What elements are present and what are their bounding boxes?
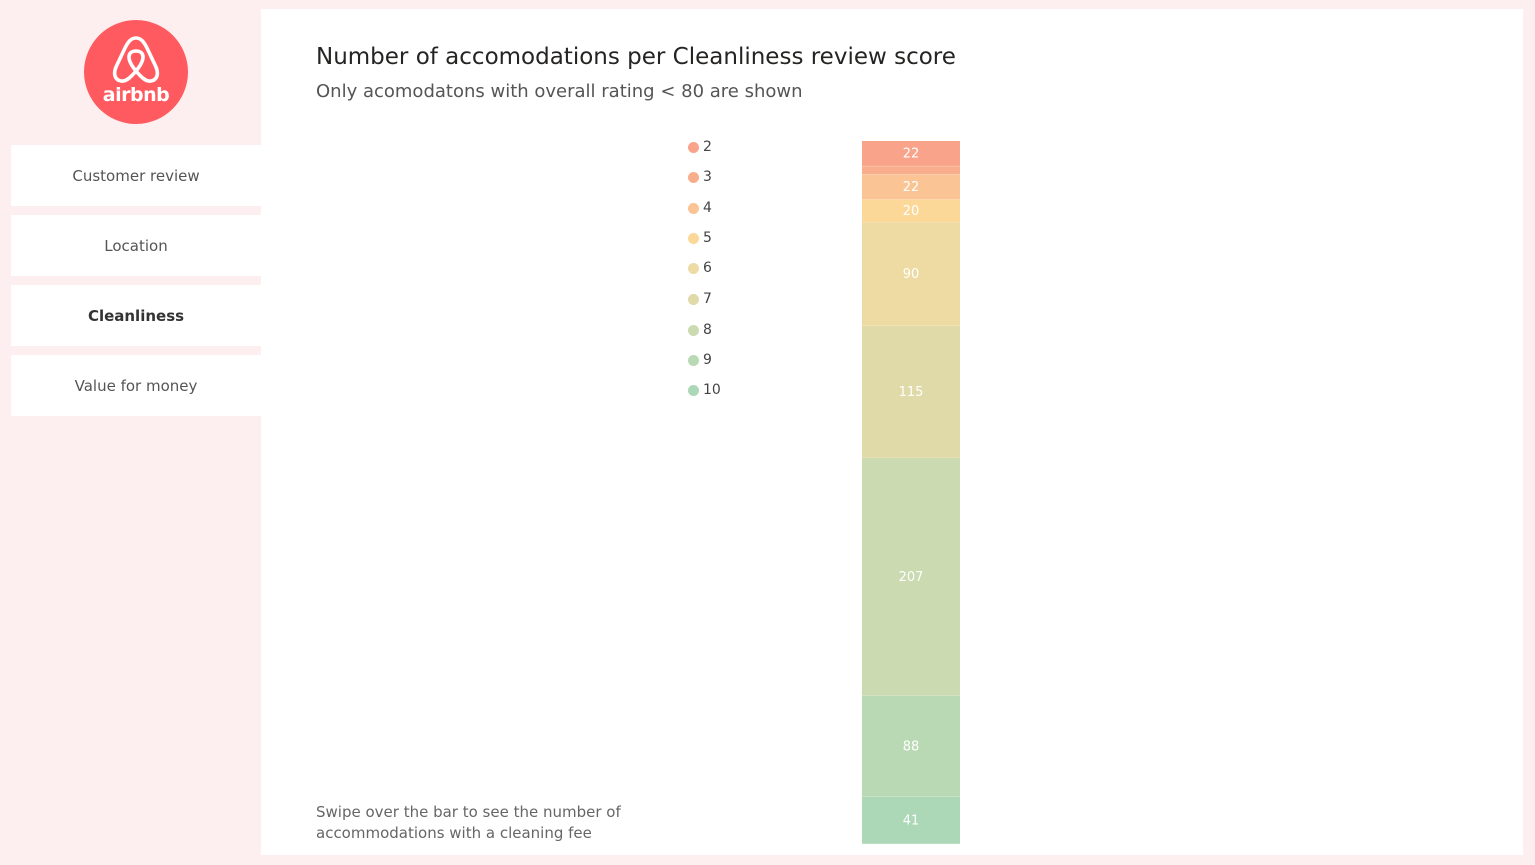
chart-footnote: Swipe over the bar to see the number of …	[316, 803, 621, 842]
legend-item-7[interactable]: 7	[688, 289, 712, 309]
sidebar: airbnb Customer review Location Cleanlin…	[0, 0, 261, 865]
bar-segment-5[interactable]	[862, 199, 960, 223]
legend-dot-5	[688, 232, 699, 244]
report-panel: Number of accomodations per Cleanliness …	[261, 9, 1523, 855]
legend-label-3: 3	[703, 169, 712, 185]
data-label-9: 88	[903, 739, 920, 754]
legend-dot-6	[688, 262, 699, 274]
nav-location[interactable]: Location	[11, 215, 261, 276]
bar-segment-10[interactable]	[862, 796, 960, 844]
airbnb-wordmark: airbnb	[102, 84, 170, 106]
chart-subtitle: Only acomodatons with overall rating < 8…	[316, 81, 803, 102]
nav-customer-review[interactable]: Customer review	[11, 145, 261, 206]
bar-segment-8[interactable]	[862, 458, 960, 696]
legend-dot-7	[688, 293, 699, 305]
data-label-6: 90	[903, 267, 920, 282]
legend-label-2: 2	[703, 139, 712, 155]
legend-dot-9	[688, 354, 699, 366]
data-label-5: 20	[903, 204, 920, 219]
airbnb-belo-icon	[112, 36, 160, 83]
chart-title: Number of accomodations per Cleanliness …	[316, 44, 956, 70]
legend-label-7: 7	[703, 291, 712, 307]
legend-dot-4	[688, 202, 699, 214]
legend-item-9[interactable]: 9	[688, 350, 712, 370]
legend-dot-3	[688, 171, 699, 183]
legend-dot-8	[688, 324, 699, 336]
legend-item-8[interactable]: 8	[688, 320, 712, 340]
bar-segment-3[interactable]	[862, 166, 960, 175]
legend-item-3[interactable]: 3	[688, 167, 712, 187]
nav-cleanliness[interactable]: Cleanliness	[11, 285, 261, 346]
legend-label-4: 4	[703, 200, 712, 216]
legend-item-2[interactable]: 2	[688, 137, 712, 157]
data-label-8: 207	[899, 570, 924, 585]
data-label-7: 115	[899, 385, 924, 400]
legend-label-8: 8	[703, 322, 712, 338]
data-label-10: 41	[903, 813, 920, 828]
legend-label-5: 5	[703, 230, 712, 246]
airbnb-logo: airbnb	[84, 20, 188, 124]
legend-item-4[interactable]: 4	[688, 198, 712, 218]
bar-segment-2[interactable]	[862, 141, 960, 167]
legend-item-5[interactable]: 5	[688, 228, 712, 248]
legend-item-6[interactable]: 6	[688, 258, 712, 278]
nav-value-for-money[interactable]: Value for money	[11, 355, 261, 416]
stacked-bar-chart[interactable]: 22 22 20 90 115 207 88 41	[261, 9, 1523, 855]
bar-segment-6[interactable]	[862, 222, 960, 326]
legend-dot-2	[688, 141, 699, 153]
legend-label-9: 9	[703, 352, 712, 368]
data-label-2: 22	[903, 147, 920, 162]
legend-label-10: 10	[703, 382, 721, 398]
bar-segment-7[interactable]	[862, 325, 960, 459]
bar-segment-9[interactable]	[862, 695, 960, 797]
legend-dot-10	[688, 384, 699, 396]
legend-label-6: 6	[703, 260, 712, 276]
data-label-4: 22	[903, 180, 920, 195]
bar-segment-4[interactable]	[862, 174, 960, 200]
legend-item-10[interactable]: 10	[688, 380, 721, 400]
